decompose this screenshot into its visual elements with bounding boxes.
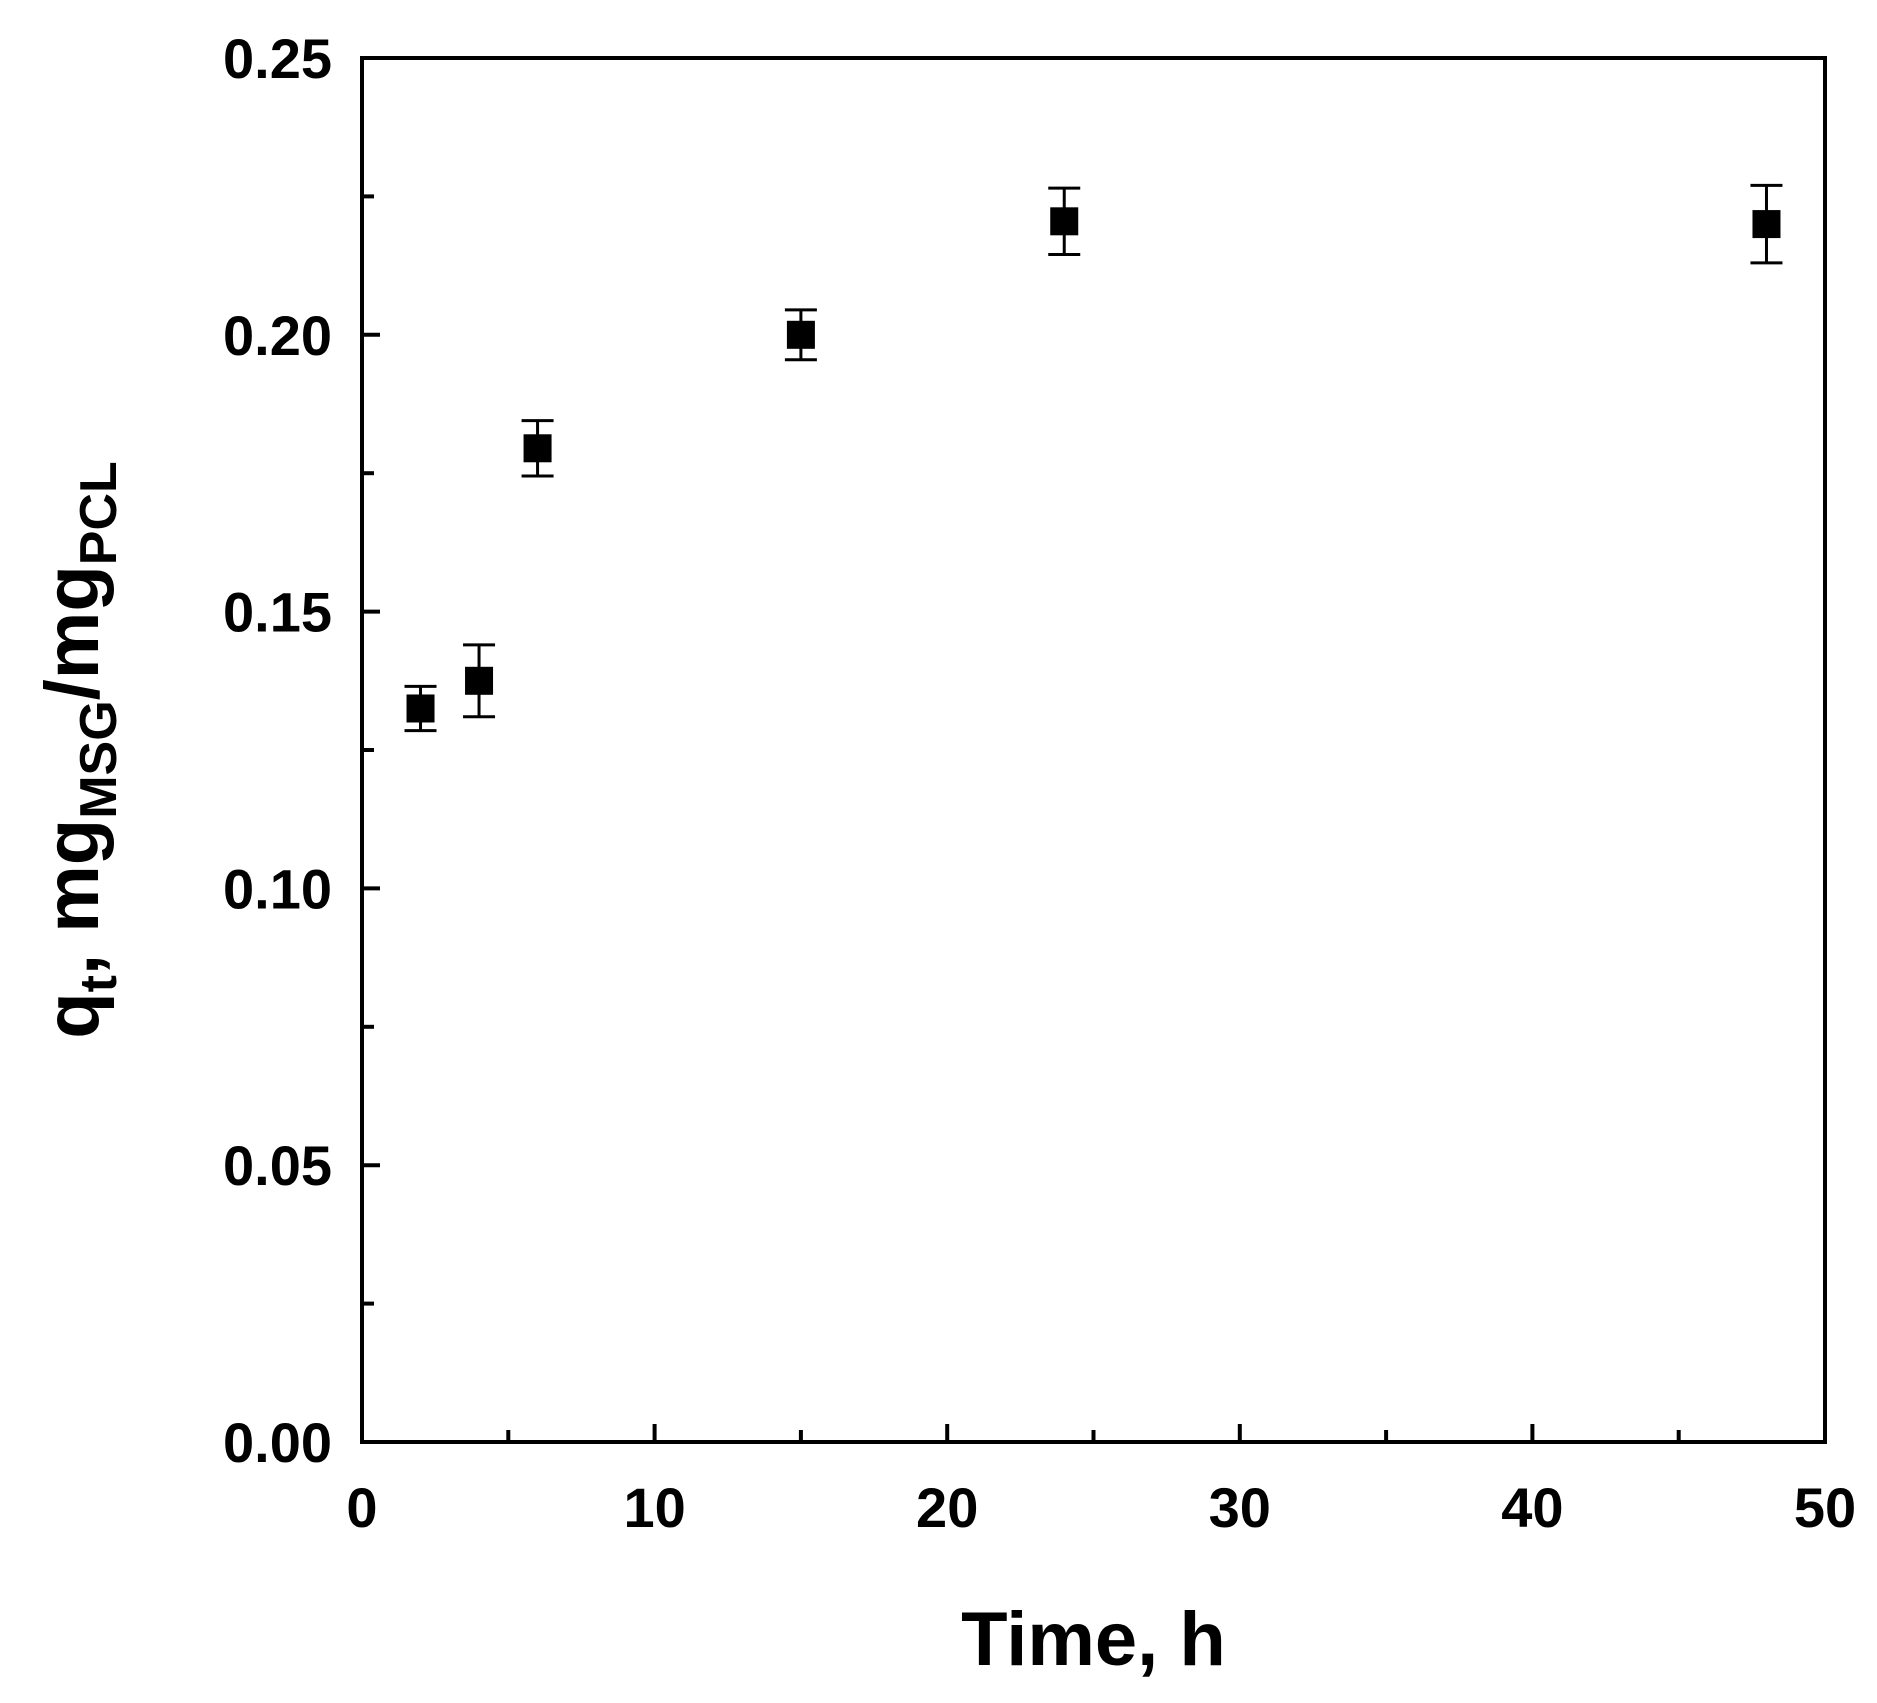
y-tick-label: 0.10: [223, 857, 332, 920]
x-tick-label: 20: [916, 1476, 978, 1539]
y-tick-label: 0.05: [223, 1134, 332, 1197]
y-axis-title-subscript: MSG: [70, 700, 128, 818]
square-marker: [523, 434, 552, 463]
y-tick-label: 0.15: [223, 581, 332, 644]
data-point: [521, 419, 554, 478]
y-axis-title-part: q: [30, 992, 115, 1038]
axis-tick-labels: 0 10 20 30 40 50 0.00 0.05 0.10 0.15 0.20 0.25: [223, 27, 1856, 1539]
data-point: [1750, 183, 1783, 265]
data-point: [1048, 186, 1081, 257]
x-tick-label: 50: [1794, 1476, 1856, 1539]
square-marker: [786, 320, 815, 349]
y-axis-title-subscript: PCL: [70, 461, 128, 565]
square-marker: [1752, 210, 1781, 239]
data-point: [404, 684, 437, 733]
data-point: [784, 308, 817, 362]
square-marker: [1050, 207, 1079, 236]
y-axis-title-part: /mg: [30, 565, 115, 700]
square-marker: [465, 666, 494, 695]
x-tick-label: 0: [346, 1476, 377, 1539]
y-axis-title: qt, mgMSG/mgPCL: [30, 461, 128, 1039]
y-tick-label: 0.20: [223, 304, 332, 367]
x-tick-label: 30: [1209, 1476, 1271, 1539]
y-axis-title-subscript: t: [70, 975, 128, 992]
data-point: [463, 643, 496, 719]
x-axis-title: Time, h: [961, 1597, 1226, 1682]
y-tick-label: 0.25: [223, 27, 332, 90]
data-points: [404, 183, 1783, 733]
x-tick-label: 40: [1501, 1476, 1563, 1539]
y-axis-title-part: , mg: [30, 819, 115, 975]
x-tick-label: 10: [623, 1476, 685, 1539]
y-tick-label: 0.00: [223, 1411, 332, 1474]
square-marker: [406, 694, 435, 723]
plot-frame: [360, 56, 1827, 1444]
